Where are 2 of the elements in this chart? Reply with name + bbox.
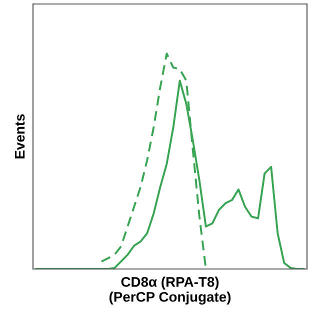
y-axis-title: Events [15,114,25,158]
x-axis-title: CD8α (RPA-T8) (PerCP Conjugate) [109,276,231,305]
